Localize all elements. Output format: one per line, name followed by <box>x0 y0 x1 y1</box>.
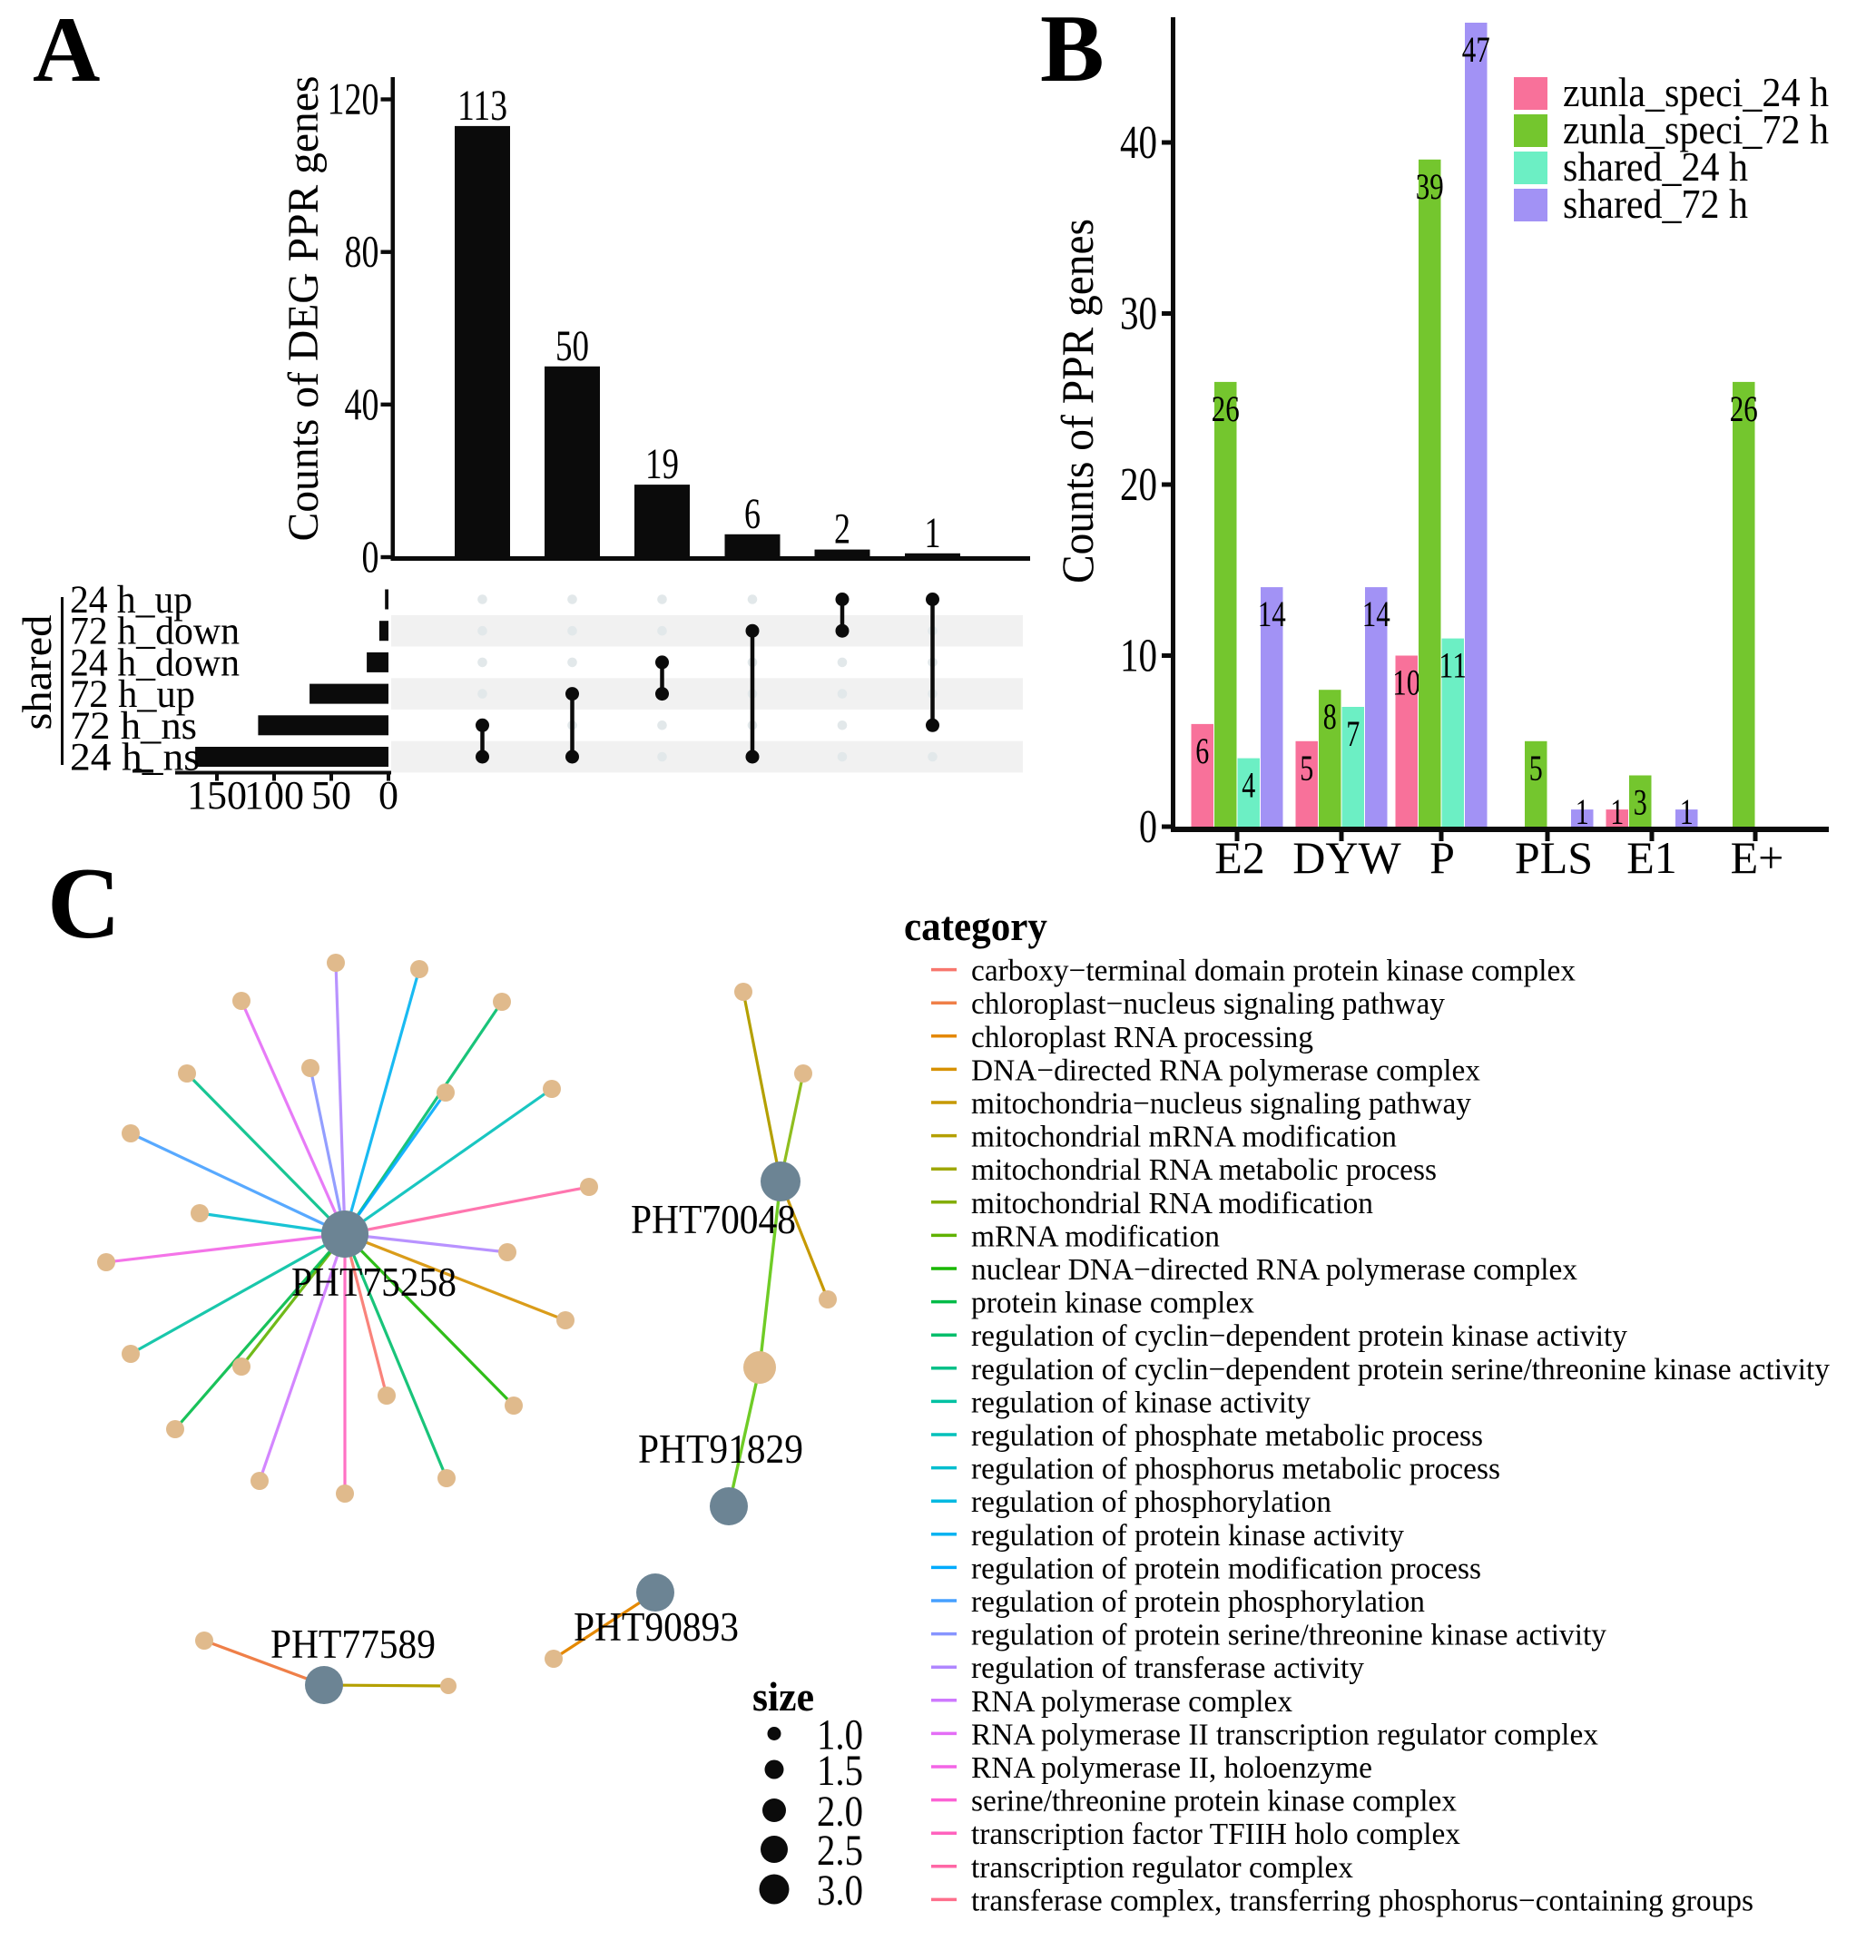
svg-text:3: 3 <box>1634 782 1647 823</box>
svg-text:C: C <box>47 848 121 960</box>
svg-text:150: 150 <box>187 773 247 818</box>
svg-text:P: P <box>1429 832 1455 883</box>
svg-text:transcription factor TFIIH hol: transcription factor TFIIH holo complex <box>971 1818 1460 1851</box>
svg-text:26: 26 <box>1212 388 1240 429</box>
svg-text:RNA polymerase complex: RNA polymerase complex <box>971 1685 1292 1719</box>
svg-text:1: 1 <box>1680 791 1694 832</box>
svg-text:mitochondrial RNA metabolic pr: mitochondrial RNA metabolic process <box>971 1153 1437 1187</box>
svg-text:shared_24 h: shared_24 h <box>1563 143 1748 190</box>
svg-text:5: 5 <box>1300 748 1313 789</box>
svg-text:47: 47 <box>1462 29 1490 70</box>
svg-text:50: 50 <box>311 773 351 818</box>
svg-text:1: 1 <box>1610 791 1624 832</box>
svg-text:30: 30 <box>1120 289 1157 340</box>
svg-text:2: 2 <box>834 505 850 554</box>
svg-text:PHT70048: PHT70048 <box>631 1197 796 1242</box>
svg-text:4: 4 <box>1242 765 1255 806</box>
svg-text:11: 11 <box>1439 645 1467 686</box>
svg-text:1: 1 <box>925 509 941 557</box>
svg-text:0: 0 <box>378 773 398 818</box>
svg-text:5: 5 <box>1529 748 1543 789</box>
svg-text:regulation of phosphate metabo: regulation of phosphate metabolic proces… <box>971 1419 1483 1453</box>
svg-text:DYW: DYW <box>1292 832 1401 883</box>
svg-text:7: 7 <box>1346 713 1360 754</box>
svg-text:0: 0 <box>362 531 379 582</box>
svg-text:regulation of transferase acti: regulation of transferase activity <box>971 1651 1364 1685</box>
svg-text:6: 6 <box>1195 730 1209 771</box>
svg-text:10: 10 <box>1120 631 1157 682</box>
svg-text:size: size <box>752 1673 814 1720</box>
svg-text:serine/threonine protein kinas: serine/threonine protein kinase complex <box>971 1785 1457 1818</box>
svg-text:B: B <box>1040 0 1105 102</box>
svg-text:PHT75258: PHT75258 <box>291 1259 457 1305</box>
svg-text:14: 14 <box>1258 593 1286 634</box>
svg-text:2.5: 2.5 <box>817 1827 863 1875</box>
svg-text:regulation of protein serine/t: regulation of protein serine/threonine k… <box>971 1619 1606 1652</box>
svg-text:39: 39 <box>1416 166 1444 207</box>
svg-text:RNA polymerase II transcriptio: RNA polymerase II transcription regulato… <box>971 1718 1598 1751</box>
svg-text:0: 0 <box>1139 801 1157 853</box>
svg-text:shared_72 h: shared_72 h <box>1563 181 1748 227</box>
svg-text:protein kinase complex: protein kinase complex <box>971 1287 1254 1320</box>
svg-text:nuclear DNA−directed RNA polym: nuclear DNA−directed RNA polymerase comp… <box>971 1253 1577 1287</box>
svg-text:transcription regulator comple: transcription regulator complex <box>971 1851 1353 1885</box>
svg-text:6: 6 <box>744 490 761 538</box>
svg-text:19: 19 <box>645 440 679 488</box>
svg-text:shared: shared <box>14 615 60 730</box>
svg-text:24 h_down: 24 h_down <box>70 642 240 684</box>
svg-text:regulation of phosphorylation: regulation of phosphorylation <box>971 1485 1331 1519</box>
svg-text:chloroplast RNA processing: chloroplast RNA processing <box>971 1021 1313 1054</box>
svg-text:category: category <box>904 903 1047 949</box>
svg-text:24 h_up: 24 h_up <box>70 579 192 622</box>
svg-text:1.0: 1.0 <box>817 1711 863 1759</box>
svg-text:RNA polymerase II, holoenzyme: RNA polymerase II, holoenzyme <box>971 1751 1372 1785</box>
svg-text:1: 1 <box>1576 791 1589 832</box>
svg-text:1.5: 1.5 <box>817 1747 863 1795</box>
svg-text:regulation of protein modifica: regulation of protein modification proce… <box>971 1552 1481 1585</box>
svg-text:2.0: 2.0 <box>817 1788 863 1836</box>
svg-text:PHT77589: PHT77589 <box>270 1622 436 1667</box>
svg-text:14: 14 <box>1362 593 1390 634</box>
svg-text:chloroplast−nucleus signaling: chloroplast−nucleus signaling pathway <box>971 987 1445 1021</box>
svg-text:zunla_speci_24 h: zunla_speci_24 h <box>1563 69 1829 115</box>
svg-text:DNA−directed RNA polymerase co: DNA−directed RNA polymerase complex <box>971 1054 1480 1087</box>
svg-text:113: 113 <box>457 82 507 130</box>
svg-text:E2: E2 <box>1214 832 1265 883</box>
svg-text:20: 20 <box>1120 459 1157 511</box>
svg-text:mitochondrial mRNA modificatio: mitochondrial mRNA modification <box>971 1121 1397 1154</box>
svg-text:Counts of DEG PPR genes: Counts of DEG PPR genes <box>280 76 328 542</box>
svg-text:PHT90893: PHT90893 <box>574 1604 739 1650</box>
svg-text:50: 50 <box>555 322 589 370</box>
svg-text:8: 8 <box>1323 696 1337 737</box>
svg-text:PHT91829: PHT91829 <box>638 1426 803 1472</box>
svg-text:carboxy−terminal domain protei: carboxy−terminal domain protein kinase c… <box>971 955 1576 988</box>
svg-text:regulation of cyclin−dependent: regulation of cyclin−dependent protein k… <box>971 1319 1627 1353</box>
svg-text:regulation of phosphorus metab: regulation of phosphorus metabolic proce… <box>971 1453 1500 1486</box>
svg-text:72 h_down: 72 h_down <box>70 611 240 653</box>
svg-text:80: 80 <box>345 226 379 277</box>
svg-text:72 h_ns: 72 h_ns <box>70 705 197 748</box>
svg-text:100: 100 <box>244 773 304 818</box>
svg-text:120: 120 <box>328 74 379 124</box>
svg-text:transferase complex, transferr: transferase complex, transferring phosph… <box>971 1884 1753 1917</box>
svg-text:mitochondrial RNA modification: mitochondrial RNA modification <box>971 1187 1373 1220</box>
svg-text:E+: E+ <box>1731 832 1784 883</box>
svg-text:mitochondria−nucleus signaling: mitochondria−nucleus signaling pathway <box>971 1087 1471 1121</box>
svg-text:40: 40 <box>345 378 379 429</box>
svg-text:A: A <box>33 0 100 102</box>
svg-text:regulation of protein kinase a: regulation of protein kinase activity <box>971 1519 1404 1553</box>
svg-text:regulation of protein phosphor: regulation of protein phosphorylation <box>971 1585 1425 1619</box>
svg-text:Counts of PPR genes: Counts of PPR genes <box>1052 219 1103 583</box>
svg-text:regulation of cyclin−dependent: regulation of cyclin−dependent protein s… <box>971 1353 1830 1387</box>
svg-text:40: 40 <box>1120 117 1157 169</box>
svg-text:10: 10 <box>1392 662 1420 703</box>
svg-text:26: 26 <box>1730 388 1758 429</box>
svg-text:E1: E1 <box>1626 832 1677 883</box>
svg-text:regulation of kinase activity: regulation of kinase activity <box>971 1386 1311 1419</box>
svg-text:3.0: 3.0 <box>817 1867 863 1915</box>
svg-text:mRNA modification: mRNA modification <box>971 1220 1220 1253</box>
svg-text:72 h_up: 72 h_up <box>70 673 195 716</box>
svg-text:zunla_speci_72 h: zunla_speci_72 h <box>1563 106 1829 152</box>
svg-text:PLS: PLS <box>1515 832 1593 883</box>
